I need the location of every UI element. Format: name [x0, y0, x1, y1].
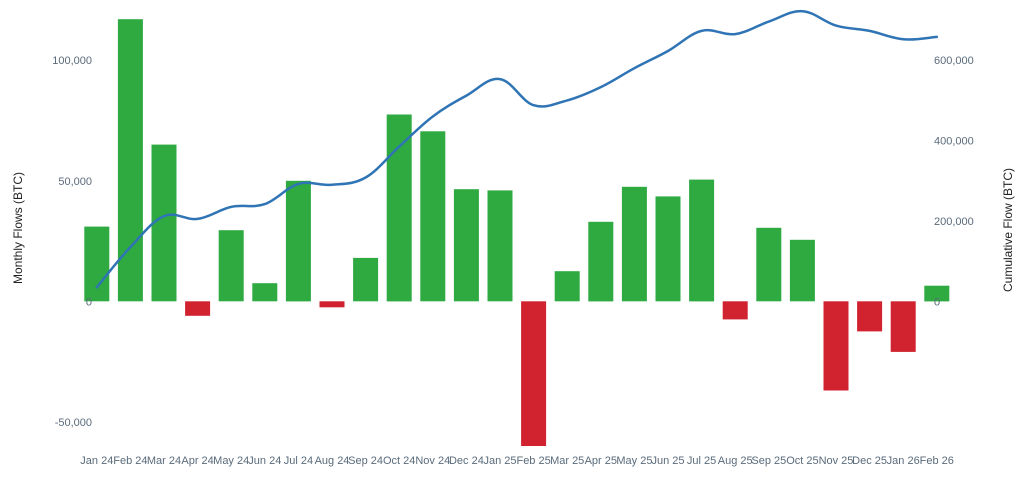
- x-tick-label: Aug 24: [315, 455, 350, 467]
- x-tick-label: Jun 25: [651, 455, 684, 467]
- x-tick-label: Feb 24: [113, 455, 147, 467]
- flow-bar-jun-25: [655, 196, 681, 302]
- flow-bar-nov-24: [420, 131, 446, 302]
- x-tick-label: Apr 25: [585, 455, 617, 467]
- right-tick-label: 200,000: [934, 216, 974, 228]
- x-tick-label: Mar 24: [147, 455, 181, 467]
- flow-bar-aug-25: [722, 301, 748, 320]
- x-tick-label: Feb 26: [920, 455, 954, 467]
- flow-bar-sep-25: [756, 227, 782, 302]
- cumulative-flow-line: [95, 9, 939, 289]
- flow-bar-dec-25: [857, 301, 883, 332]
- left-tick-label: 0: [86, 296, 92, 308]
- x-axis-ticks: Jan 24 Feb 24 Mar 24 Apr 24 May 24 Jun 24 Jul …: [80, 455, 954, 467]
- flow-bar-jan-26: [890, 301, 916, 352]
- right-axis-ticks: 0 200,000 400,000 600,000: [934, 55, 974, 308]
- flow-bar-may-24: [218, 230, 244, 302]
- x-tick-label: Feb 25: [516, 455, 550, 467]
- x-tick-label: Aug 25: [718, 455, 753, 467]
- x-tick-label: Nov 25: [819, 455, 854, 467]
- x-tick-label: May 25: [616, 455, 652, 467]
- left-axis-ticks: -50,000 0 50,000 100,000: [52, 55, 92, 429]
- left-tick-label: -50,000: [55, 417, 92, 429]
- flow-bar-feb-24: [117, 19, 143, 302]
- flow-bar-dec-24: [453, 189, 479, 302]
- left-tick-label: 50,000: [58, 176, 92, 188]
- right-tick-label: 400,000: [934, 136, 974, 148]
- x-tick-label: Mar 25: [550, 455, 584, 467]
- x-tick-label: Jul 25: [687, 455, 716, 467]
- flow-bar-jul-24: [285, 180, 311, 302]
- flow-bar-mar-25: [554, 271, 580, 302]
- flow-bar-nov-25: [823, 301, 849, 391]
- x-tick-label: Jun 24: [248, 455, 281, 467]
- flow-bar-jan-24: [84, 226, 110, 302]
- x-tick-label: Dec 24: [449, 455, 484, 467]
- flow-bar-apr-24: [185, 301, 211, 316]
- x-tick-label: Sep 24: [348, 455, 383, 467]
- flow-bar-apr-25: [588, 221, 614, 302]
- flow-bar-aug-24: [319, 301, 345, 308]
- x-tick-label: Oct 24: [383, 455, 415, 467]
- flow-bar-feb-25: [521, 301, 547, 446]
- x-tick-label: May 24: [213, 455, 249, 467]
- x-tick-label: Nov 24: [415, 455, 450, 467]
- flow-bar-sep-24: [353, 257, 379, 302]
- x-tick-label: Sep 25: [751, 455, 786, 467]
- x-tick-label: Jan 26: [887, 455, 920, 467]
- x-tick-label: Oct 25: [786, 455, 818, 467]
- x-tick-label: Jul 24: [284, 455, 313, 467]
- right-tick-label: 600,000: [934, 55, 974, 67]
- flow-bar-jul-25: [689, 179, 715, 302]
- flow-bar-mar-24: [151, 144, 177, 302]
- flow-bar-feb-26: [924, 285, 950, 302]
- flow-bar-oct-25: [789, 239, 815, 302]
- flow-bar-may-25: [621, 186, 647, 302]
- x-tick-label: Jan 25: [483, 455, 516, 467]
- x-tick-label: Apr 24: [181, 455, 213, 467]
- x-tick-label: Dec 25: [852, 455, 887, 467]
- right-axis-label: Cumulative Flow (BTC): [1001, 168, 1015, 292]
- monthly-flow-bars: [84, 19, 950, 446]
- x-tick-label: Jan 24: [80, 455, 113, 467]
- right-tick-label: 0: [934, 296, 940, 308]
- flow-bar-jun-24: [252, 283, 278, 302]
- flow-bar-oct-24: [386, 114, 412, 302]
- flow-bar-jan-25: [487, 190, 513, 302]
- left-axis-label: Monthly Flows (BTC): [11, 172, 25, 284]
- left-tick-label: 100,000: [52, 55, 92, 67]
